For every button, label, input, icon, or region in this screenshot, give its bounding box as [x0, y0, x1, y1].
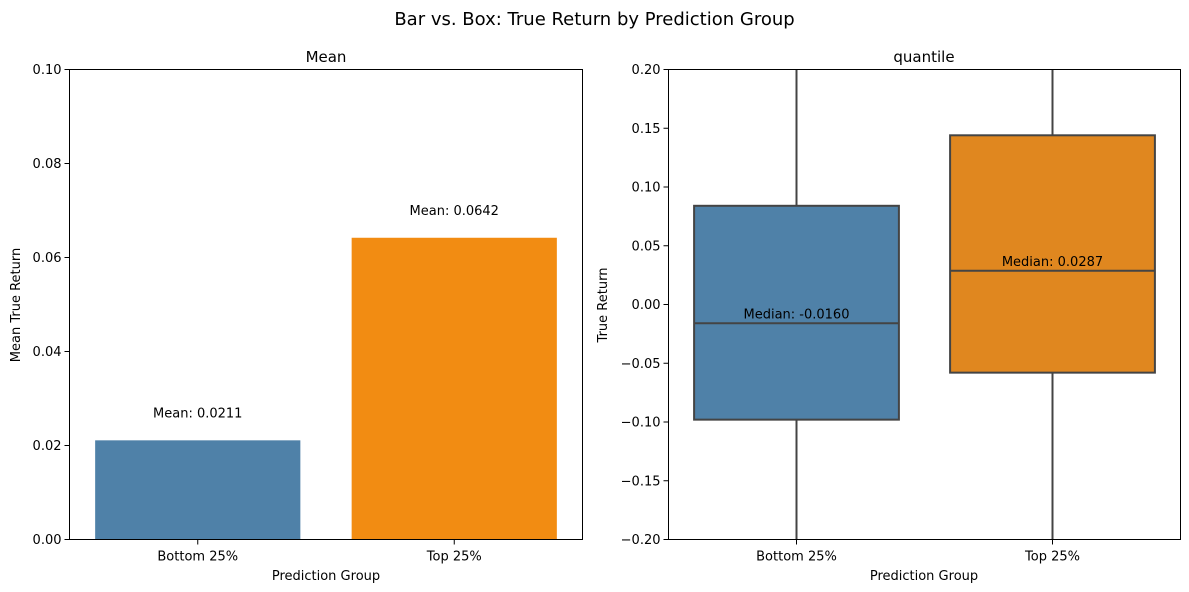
box-y-tick-label: 0.20	[632, 63, 661, 78]
bar-annotations: Mean: 0.0211 Mean: 0.0642	[153, 204, 499, 422]
box-y-tick-label: −0.15	[621, 474, 661, 489]
bar-x-axis: Bottom 25% Top 25%	[157, 539, 482, 565]
bar-marks	[95, 237, 557, 540]
box-y-tick-label: 0.00	[632, 298, 661, 313]
bar	[351, 237, 557, 540]
bar-y-tick-label: 0.00	[33, 533, 62, 548]
box-y-tick-label: 0.15	[632, 122, 661, 137]
bar-x-axis-label: Prediction Group	[272, 569, 380, 584]
box-marks	[693, 69, 1156, 540]
box-annotations: Median: -0.0160 Median: 0.0287	[744, 255, 1104, 323]
box-y-tick-label: −0.20	[621, 533, 661, 548]
figure-title: Bar vs. Box: True Return by Prediction G…	[394, 9, 794, 30]
bar-value-label: Mean: 0.0211	[153, 406, 242, 421]
bar	[95, 440, 301, 540]
box-plot-frame	[668, 69, 1181, 540]
bar-y-tick-label: 0.02	[33, 439, 62, 454]
box-plot-panel: quantile Median: -0.0160 Median: 0.0287 −…	[596, 48, 1181, 584]
bar-y-tick-label: 0.04	[33, 345, 62, 360]
box-x-axis: Bottom 25% Top 25%	[756, 539, 1080, 565]
box-iqr	[693, 204, 900, 421]
bar-y-axis: 0.00 0.02 0.04 0.06 0.08 0.10	[33, 63, 70, 548]
bar-plot-frame	[69, 69, 583, 540]
bar-y-tick-label: 0.08	[33, 157, 62, 172]
box-y-tick-label: 0.10	[632, 181, 661, 196]
box-y-tick-label: −0.05	[621, 357, 661, 372]
box-median-label: Median: 0.0287	[1002, 255, 1103, 270]
box-x-axis-label: Prediction Group	[870, 569, 978, 584]
box-plot-title: quantile	[893, 48, 954, 66]
box-y-axis-label: True Return	[596, 268, 611, 344]
box-iqr	[949, 134, 1156, 374]
bar-value-label: Mean: 0.0642	[410, 204, 499, 219]
bar-y-tick-label: 0.10	[33, 63, 62, 78]
bar-x-tick-label: Bottom 25%	[157, 550, 238, 565]
box-median-label: Median: -0.0160	[744, 307, 850, 322]
bar-y-tick-label: 0.06	[33, 251, 62, 266]
box-y-axis: −0.20 −0.15 −0.10 −0.05 0.00 0.05 0.10 0.15 0.20	[621, 63, 669, 548]
box-y-tick-label: 0.05	[632, 239, 661, 254]
box-y-tick-label: −0.10	[621, 416, 661, 431]
bar-y-axis-label: Mean True Return	[9, 248, 24, 362]
bar-x-tick-label: Top 25%	[426, 550, 482, 565]
bar-chart-title: Mean	[306, 48, 347, 66]
box-x-tick-label: Top 25%	[1024, 550, 1080, 565]
box-x-tick-label: Bottom 25%	[756, 550, 837, 565]
